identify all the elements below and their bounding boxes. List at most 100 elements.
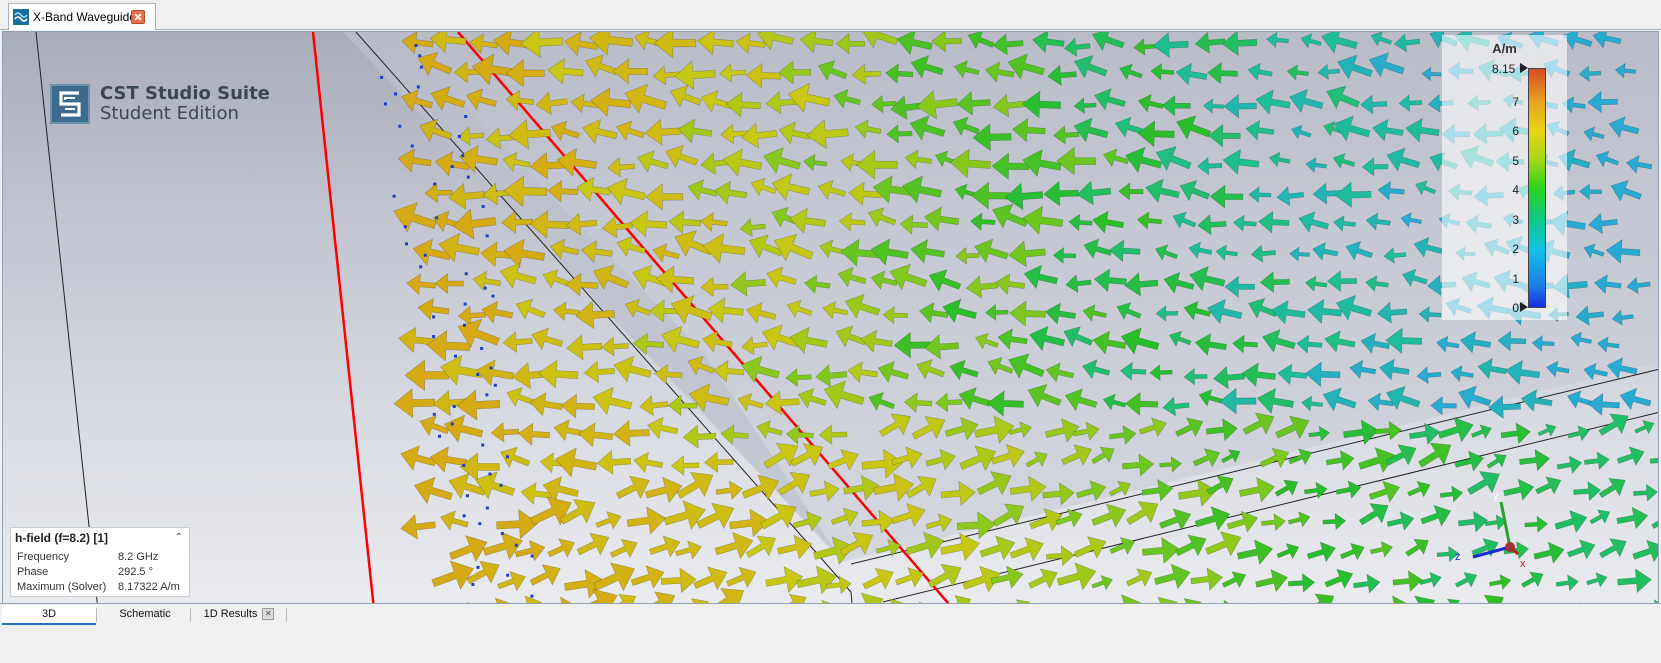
field-arrow: [1519, 448, 1551, 472]
field-arrow: [563, 32, 599, 57]
field-arrow: [896, 32, 933, 56]
field-arrow: [837, 266, 867, 288]
field-arrow: [1589, 509, 1611, 525]
field-arrow: [1219, 387, 1257, 415]
field-arrow: [1386, 511, 1415, 531]
field-dot: [499, 483, 503, 487]
field-arrow: [1570, 331, 1593, 348]
field-arrow: [901, 175, 942, 204]
field-arrow: [785, 424, 814, 445]
field-arrow: [499, 262, 537, 289]
field-arrow: [1308, 425, 1330, 442]
legend-min-marker-icon: [1520, 302, 1528, 312]
field-arrow: [1614, 62, 1637, 79]
field-arrow: [517, 422, 550, 446]
field-arrow: [1505, 359, 1541, 385]
field-arrow: [891, 502, 926, 528]
field-arrow: [660, 567, 697, 594]
field-dot: [493, 383, 497, 387]
field-arrow: [741, 122, 778, 149]
field-arrow: [1300, 33, 1322, 49]
field-arrow: [552, 301, 581, 322]
field-arrow: [730, 270, 766, 297]
field-arrow: [997, 328, 1028, 350]
field-arrow: [843, 475, 880, 501]
field-arrow: [648, 535, 681, 558]
field-arrow: [459, 452, 500, 482]
field-arrow: [592, 264, 630, 291]
field-arrow: [1598, 477, 1626, 499]
field-arrow: [1276, 186, 1305, 207]
field-arrow: [652, 65, 680, 86]
field-arrow: [1082, 359, 1111, 380]
field-arrow: [670, 455, 700, 476]
field-arrow: [1290, 124, 1312, 140]
close-tab-icon[interactable]: [131, 10, 145, 24]
field-arrow: [809, 480, 840, 503]
field-arrow: [1633, 483, 1658, 502]
tab-3d[interactable]: 3D: [2, 605, 96, 625]
field-arrow: [457, 305, 487, 326]
tab-schematic-label: Schematic: [119, 608, 171, 620]
field-arrow: [949, 148, 991, 179]
field-arrow: [860, 329, 893, 353]
field-arrow: [1072, 421, 1100, 441]
field-arrow: [1405, 117, 1440, 143]
field-arrow: [529, 564, 561, 586]
field-arrow: [505, 59, 545, 88]
field-arrow: [987, 390, 1024, 417]
field-arrow: [1573, 480, 1602, 502]
tab-1d-results[interactable]: 1D Results ✕: [194, 605, 284, 625]
legend-tick-label: 1: [1512, 271, 1519, 286]
port-edge-highlight: [311, 32, 379, 636]
info-label-frequency: Frequency: [17, 551, 69, 563]
field-arrow: [818, 424, 848, 446]
field-arrow: [953, 60, 980, 79]
field-arrow: [835, 33, 866, 55]
field-arrow: [1470, 424, 1492, 440]
field-arrow: [1277, 363, 1308, 386]
field-arrow: [1458, 385, 1492, 410]
field-arrow: [612, 420, 650, 447]
3d-viewport[interactable]: y z x CST Studio Suite Student Edition A…: [2, 31, 1659, 637]
field-arrow: [674, 60, 716, 90]
field-arrow: [1599, 538, 1627, 559]
field-arrow: [776, 534, 813, 560]
field-arrow: [1009, 300, 1046, 327]
field-arrow: [928, 269, 962, 292]
field-arrow: [1312, 182, 1344, 205]
field-arrow: [1503, 478, 1535, 501]
field-arrow: [974, 238, 1009, 264]
field-arrow: [1611, 309, 1634, 326]
field-dot: [414, 43, 418, 47]
field-arrow: [1578, 65, 1602, 82]
field-arrow: [1360, 94, 1388, 115]
field-arrow: [616, 236, 646, 258]
field-arrow: [856, 149, 898, 180]
field-arrow: [393, 202, 437, 233]
field-arrow: [1369, 540, 1394, 558]
field-arrow: [560, 393, 596, 419]
field-arrow: [448, 535, 488, 563]
field-arrow: [750, 177, 777, 197]
field-dot: [403, 225, 407, 229]
field-arrow: [949, 359, 979, 381]
field-arrow: [505, 90, 535, 111]
cst-logo-icon: [50, 84, 90, 124]
field-arrow: [584, 54, 619, 78]
field-arrow: [1209, 184, 1244, 209]
doc-tab-x-band-waveguide[interactable]: X-Band Waveguide: [8, 3, 156, 30]
field-arrow: [1634, 419, 1655, 435]
tab-schematic[interactable]: Schematic: [100, 605, 190, 625]
field-arrow: [1250, 244, 1276, 263]
field-arrow: [1416, 366, 1442, 385]
collapse-icon[interactable]: ⌃: [174, 532, 183, 543]
field-dot: [483, 286, 487, 290]
field-arrow: [756, 32, 794, 51]
logo-subtitle: Student Edition: [100, 103, 239, 124]
field-arrow: [995, 273, 1026, 295]
field-arrow: [1027, 383, 1062, 408]
close-1d-results-icon[interactable]: ✕: [262, 608, 275, 621]
field-arrow: [1322, 512, 1347, 531]
field-arrow: [1419, 571, 1442, 588]
